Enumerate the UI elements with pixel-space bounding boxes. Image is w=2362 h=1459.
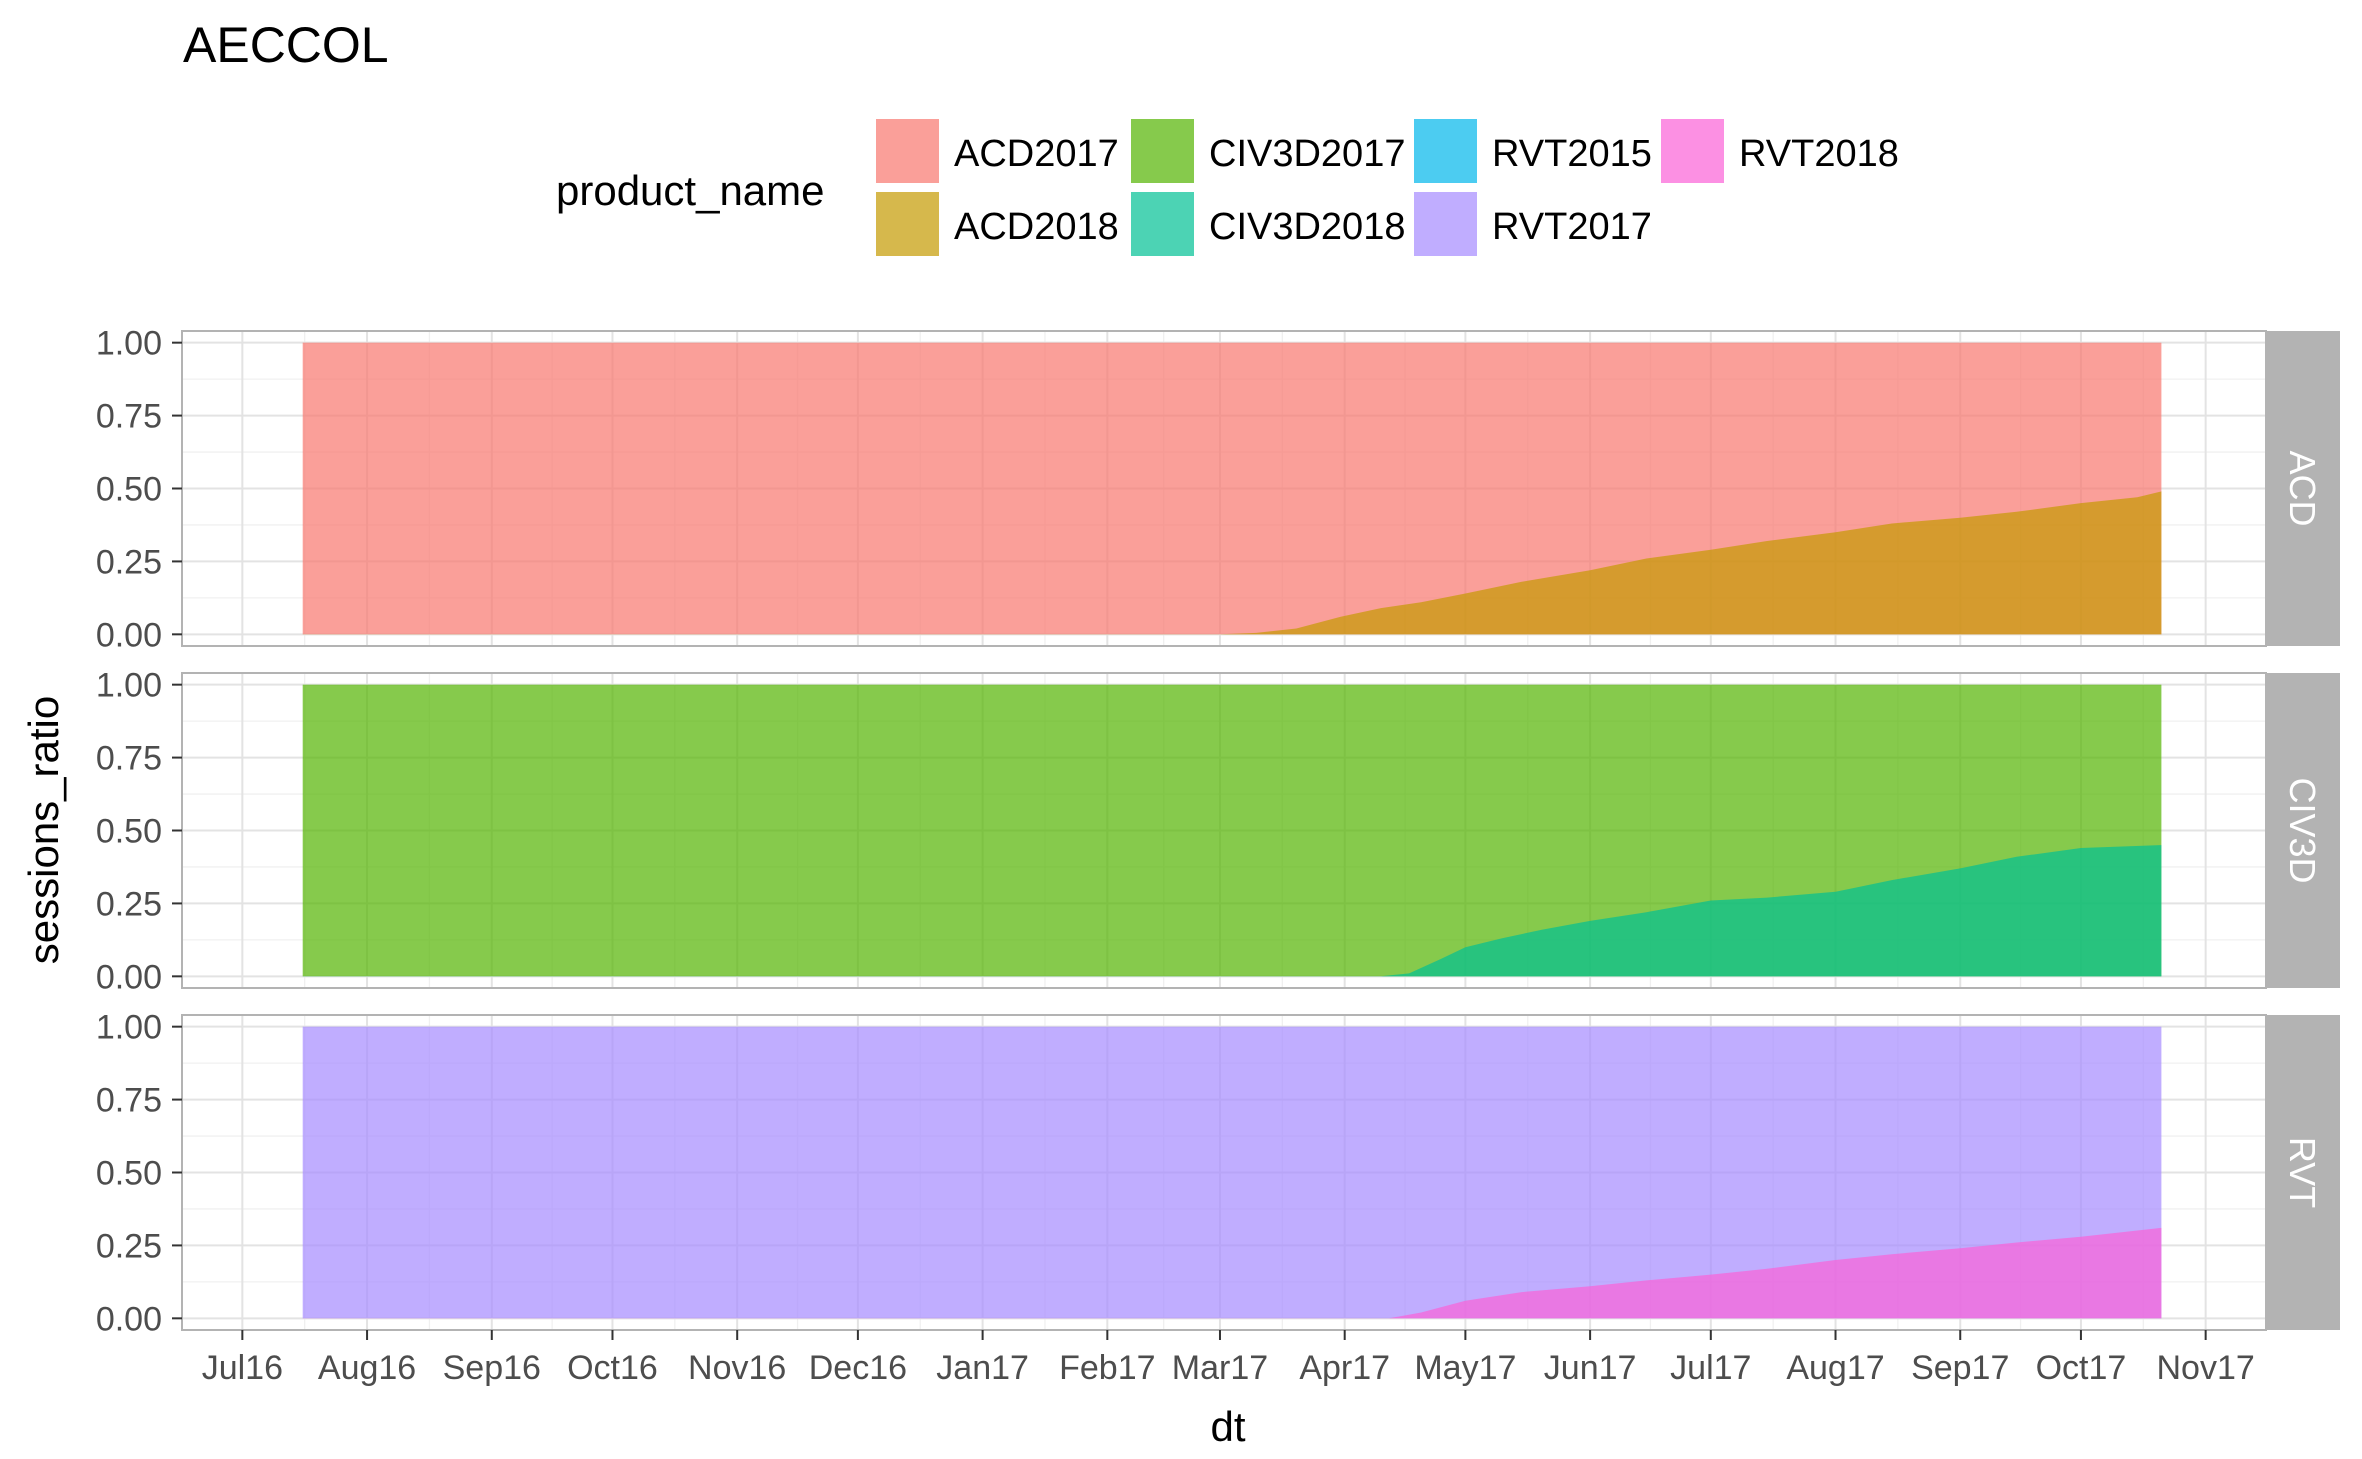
y-tick-label: 0.50	[96, 471, 162, 509]
legend-label: RVT2017	[1492, 206, 1652, 248]
legend-item-rvt2017: RVT2017	[1414, 192, 1652, 256]
y-tick-label: 0.75	[96, 740, 162, 778]
legend-item-civ3d2017: CIV3D2017	[1131, 119, 1405, 183]
x-tick-label: Dec16	[809, 1349, 907, 1387]
y-tick-label: 0.75	[96, 1082, 162, 1120]
panel-acd: ACD 0.00 0.25 0.50 0.75 1.00	[96, 325, 2340, 654]
y-tick-label: 0.50	[96, 813, 162, 851]
legend-swatch	[1661, 119, 1724, 183]
legend-item-civ3d2018: CIV3D2018	[1131, 192, 1405, 256]
legend-label: CIV3D2017	[1209, 133, 1405, 175]
x-tick-label: Jun17	[1544, 1349, 1637, 1387]
facet-strip-background	[2266, 331, 2340, 646]
x-tick-label: Feb17	[1059, 1349, 1155, 1387]
y-tick-label: 1.00	[96, 325, 162, 363]
y-tick-label: 0.50	[96, 1155, 162, 1193]
panel-civ3d: CIV3D 0.00 0.25 0.50 0.75 1.00	[96, 667, 2340, 996]
x-tick-label: Sep17	[1911, 1349, 2009, 1387]
area-acd2018	[302, 491, 2162, 635]
y-tick-label: 0.75	[96, 398, 162, 436]
facet-panels: ACD 0.00 0.25 0.50 0.75 1.00 CIV3D 0.00 0.25 0.50…	[96, 325, 2340, 1338]
x-tick-label: Aug17	[1786, 1349, 1884, 1387]
facet-strip-background	[2266, 673, 2340, 988]
x-tick-label: Nov16	[688, 1349, 786, 1387]
legend-label: RVT2018	[1739, 133, 1899, 175]
legend-item-rvt2018: RVT2018	[1661, 119, 1899, 183]
facet-strip-label: RVT	[2282, 1137, 2323, 1208]
legend-item-acd2017: ACD2017	[876, 119, 1119, 183]
legend-swatch	[1131, 192, 1194, 256]
legend-label: RVT2015	[1492, 133, 1652, 175]
y-tick-label: 0.00	[96, 958, 162, 996]
x-tick-label: Aug16	[318, 1349, 416, 1387]
legend-swatch	[876, 119, 939, 183]
facet-strip-label: CIV3D	[2282, 777, 2323, 883]
panel-rvt: RVT 0.00 0.25 0.50 0.75 1.00	[96, 1009, 2340, 1338]
chart-title: AECCOL	[183, 17, 389, 73]
legend: product_name ACD2017 ACD2018 CIV3D2017 CIV3…	[556, 119, 1899, 256]
facet-strip-background	[2266, 1015, 2340, 1330]
y-tick-label: 0.25	[96, 543, 162, 581]
y-axis-label: sessions_ratio	[20, 696, 67, 964]
legend-swatch	[876, 192, 939, 256]
facet-strip-label: ACD	[2282, 450, 2323, 526]
y-tick-label: 0.25	[96, 1227, 162, 1265]
legend-item-rvt2015: RVT2015	[1414, 119, 1652, 183]
x-axis-label: dt	[1210, 1403, 1245, 1450]
x-tick-label: Jul17	[1670, 1349, 1751, 1387]
legend-swatch	[1414, 119, 1477, 183]
legend-label: ACD2017	[954, 133, 1119, 175]
x-tick-label: Jan17	[936, 1349, 1029, 1387]
x-tick-label: Mar17	[1172, 1349, 1268, 1387]
facet-strip-acd: ACD	[2266, 331, 2340, 646]
y-tick-label: 0.00	[96, 1300, 162, 1338]
legend-swatch	[1131, 119, 1194, 183]
x-tick-label: Nov17	[2157, 1349, 2255, 1387]
legend-label: ACD2018	[954, 206, 1119, 248]
facet-strip-rvt: RVT	[2266, 1015, 2340, 1330]
area-rvt2018	[302, 1227, 2162, 1319]
legend-label: CIV3D2018	[1209, 206, 1405, 248]
y-tick-label: 1.00	[96, 667, 162, 705]
area-civ3d2018	[302, 845, 2162, 977]
x-tick-label: Apr17	[1299, 1349, 1390, 1387]
y-tick-label: 1.00	[96, 1009, 162, 1047]
y-tick-label: 0.25	[96, 885, 162, 923]
x-tick-label: Sep16	[443, 1349, 541, 1387]
x-tick-label: May17	[1414, 1349, 1516, 1387]
x-tick-label: Jul16	[202, 1349, 283, 1387]
x-axis: Jul16 Aug16 Sep16 Oct16 Nov16 Dec16 Jan17 Feb17…	[202, 1330, 2255, 1387]
y-tick-label: 0.00	[96, 616, 162, 654]
x-tick-label: Oct16	[567, 1349, 658, 1387]
facet-strip-civ3d: CIV3D	[2266, 673, 2340, 988]
legend-swatch	[1414, 192, 1477, 256]
legend-item-acd2018: ACD2018	[876, 192, 1119, 256]
legend-title: product_name	[556, 167, 825, 214]
x-tick-label: Oct17	[2036, 1349, 2127, 1387]
